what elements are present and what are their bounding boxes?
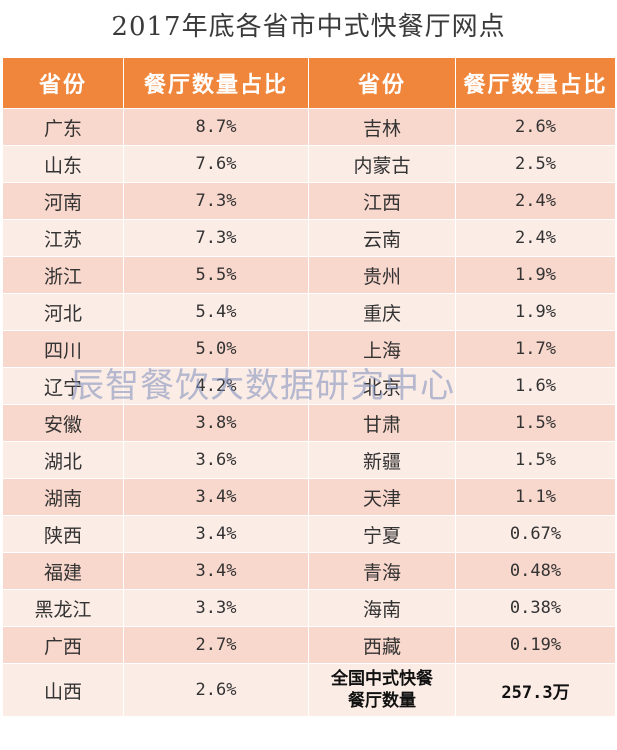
- province-cell: 陕西: [2, 515, 124, 553]
- table-row: 广东 8.7% 吉林 2.6%: [2, 108, 616, 146]
- share-cell: 1.6%: [455, 367, 616, 405]
- share-cell: 3.6%: [123, 441, 309, 479]
- province-cell: 河南: [2, 182, 124, 220]
- province-cell: 湖北: [2, 441, 124, 479]
- total-value: 257.3万: [455, 663, 616, 717]
- table-row: 湖南 3.4% 天津 1.1%: [2, 478, 616, 516]
- share-cell: 2.4%: [455, 182, 616, 220]
- province-cell: 浙江: [2, 256, 124, 294]
- province-cell: 福建: [2, 552, 124, 590]
- province-cell: 江西: [308, 182, 456, 220]
- table-row: 河南 7.3% 江西 2.4%: [2, 182, 616, 220]
- share-cell: 0.67%: [455, 515, 616, 553]
- share-cell: 0.48%: [455, 552, 616, 590]
- page-title: 2017年底各省市中式快餐厅网点: [111, 12, 506, 42]
- province-cell: 北京: [308, 367, 456, 405]
- province-cell: 海南: [308, 589, 456, 627]
- share-cell: 2.5%: [455, 145, 616, 183]
- share-cell: 8.7%: [123, 108, 309, 146]
- table-row: 安徽 3.8% 甘肃 1.5%: [2, 404, 616, 442]
- share-cell: 2.6%: [123, 663, 309, 717]
- table-body: 广东 8.7% 吉林 2.6% 山东 7.6% 内蒙古 2.5% 河南 7.3% 江西 2.4% 江苏 7…: [2, 108, 616, 717]
- province-cell: 天津: [308, 478, 456, 516]
- table-row: 陕西 3.4% 宁夏 0.67%: [2, 515, 616, 553]
- table-row: 黑龙江 3.3% 海南 0.38%: [2, 589, 616, 627]
- province-cell: 广西: [2, 626, 124, 664]
- share-cell: 0.19%: [455, 626, 616, 664]
- header-share: 餐厅数量占比: [123, 57, 309, 109]
- province-cell: 青海: [308, 552, 456, 590]
- province-cell: 贵州: [308, 256, 456, 294]
- share-cell: 7.3%: [123, 182, 309, 220]
- share-cell: 3.4%: [123, 515, 309, 553]
- table-row: 福建 3.4% 青海 0.48%: [2, 552, 616, 590]
- header-province: 省份: [2, 57, 124, 109]
- table-row: 湖北 3.6% 新疆 1.5%: [2, 441, 616, 479]
- table-row: 广西 2.7% 西藏 0.19%: [2, 626, 616, 664]
- table-header-row: 省份 餐厅数量占比 省份 餐厅数量占比: [2, 57, 616, 109]
- table-row: 江苏 7.3% 云南 2.4%: [2, 219, 616, 257]
- share-cell: 3.8%: [123, 404, 309, 442]
- share-cell: 4.2%: [123, 367, 309, 405]
- total-label: 全国中式快餐 餐厅数量: [308, 663, 456, 717]
- share-cell: 1.7%: [455, 330, 616, 368]
- share-cell: 2.6%: [455, 108, 616, 146]
- province-cell: 安徽: [2, 404, 124, 442]
- share-cell: 0.38%: [455, 589, 616, 627]
- share-cell: 5.4%: [123, 293, 309, 331]
- province-cell: 甘肃: [308, 404, 456, 442]
- province-cell: 四川: [2, 330, 124, 368]
- province-cell: 黑龙江: [2, 589, 124, 627]
- share-cell: 2.4%: [455, 219, 616, 257]
- province-cell: 山西: [2, 663, 124, 717]
- province-cell: 广东: [2, 108, 124, 146]
- share-cell: 7.3%: [123, 219, 309, 257]
- province-cell: 内蒙古: [308, 145, 456, 183]
- table-row: 河北 5.4% 重庆 1.9%: [2, 293, 616, 331]
- table-row: 辽宁 4.2% 北京 1.6%: [2, 367, 616, 405]
- table-row: 浙江 5.5% 贵州 1.9%: [2, 256, 616, 294]
- share-cell: 1.5%: [455, 404, 616, 442]
- share-cell: 5.0%: [123, 330, 309, 368]
- table-row: 山东 7.6% 内蒙古 2.5%: [2, 145, 616, 183]
- table-row: 四川 5.0% 上海 1.7%: [2, 330, 616, 368]
- province-cell: 上海: [308, 330, 456, 368]
- share-cell: 3.4%: [123, 552, 309, 590]
- share-cell: 2.7%: [123, 626, 309, 664]
- province-cell: 山东: [2, 145, 124, 183]
- province-cell: 吉林: [308, 108, 456, 146]
- share-cell: 1.9%: [455, 256, 616, 294]
- province-cell: 新疆: [308, 441, 456, 479]
- province-cell: 宁夏: [308, 515, 456, 553]
- province-share-table: 省份 餐厅数量占比 省份 餐厅数量占比 广东 8.7% 吉林 2.6% 山东 7.6% 内蒙…: [2, 57, 616, 717]
- share-cell: 3.3%: [123, 589, 309, 627]
- table-row: 山西 2.6% 全国中式快餐 餐厅数量 257.3万: [2, 663, 616, 717]
- province-cell: 云南: [308, 219, 456, 257]
- share-cell: 3.4%: [123, 478, 309, 516]
- header-province-2: 省份: [308, 57, 456, 109]
- header-share-2: 餐厅数量占比: [455, 57, 616, 109]
- province-cell: 辽宁: [2, 367, 124, 405]
- province-cell: 重庆: [308, 293, 456, 331]
- province-cell: 江苏: [2, 219, 124, 257]
- share-cell: 7.6%: [123, 145, 309, 183]
- province-cell: 湖南: [2, 478, 124, 516]
- share-cell: 1.9%: [455, 293, 616, 331]
- share-cell: 5.5%: [123, 256, 309, 294]
- share-cell: 1.1%: [455, 478, 616, 516]
- share-cell: 1.5%: [455, 441, 616, 479]
- province-cell: 西藏: [308, 626, 456, 664]
- province-cell: 河北: [2, 293, 124, 331]
